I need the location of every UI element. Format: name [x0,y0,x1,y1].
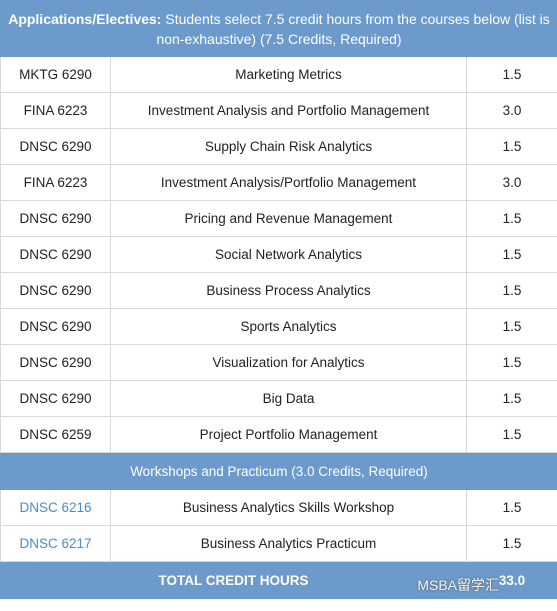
course-row: DNSC 6290 Big Data 1.5 [0,380,557,417]
course-code: FINA 6223 [0,164,111,201]
course-credits: 1.5 [466,344,557,381]
course-code: DNSC 6290 [0,272,111,309]
course-title: Business Analytics Practicum [110,525,467,562]
course-row: DNSC 6217 Business Analytics Practicum 1.5 [0,525,557,562]
course-row: MKTG 6290 Marketing Metrics 1.5 [0,56,557,93]
course-code: DNSC 6290 [0,128,111,165]
course-title: Project Portfolio Management [110,416,467,453]
course-credits: 1.5 [466,200,557,237]
course-credits: 1.5 [466,416,557,453]
course-code: DNSC 6290 [0,380,111,417]
total-row: TOTAL CREDIT HOURS 33.0 [0,561,557,599]
course-code: DNSC 6290 [0,344,111,381]
course-title: Pricing and Revenue Management [110,200,467,237]
section-title: Workshops and Practicum (3.0 Credits, Re… [0,452,557,490]
course-title: Sports Analytics [110,308,467,345]
course-credits: 1.5 [466,236,557,273]
section-row: Workshops and Practicum (3.0 Credits, Re… [0,452,557,490]
course-row: FINA 6223 Investment Analysis/Portfolio M… [0,164,557,201]
course-title: Business Process Analytics [110,272,467,309]
course-title: Investment Analysis and Portfolio Manage… [110,92,467,129]
course-row: DNSC 6290 Pricing and Revenue Management 1… [0,200,557,237]
course-code[interactable]: DNSC 6217 [0,525,111,562]
course-credits: 1.5 [466,272,557,309]
course-code: DNSC 6290 [0,308,111,345]
course-row: FINA 6223 Investment Analysis and Portfol… [0,92,557,129]
course-credits: 1.5 [466,380,557,417]
course-code: MKTG 6290 [0,56,111,93]
course-credits: 1.5 [466,489,557,526]
course-code: DNSC 6290 [0,200,111,237]
course-title: Marketing Metrics [110,56,467,93]
course-credits: 1.5 [466,308,557,345]
course-title: Supply Chain Risk Analytics [110,128,467,165]
course-title: Visualization for Analytics [110,344,467,381]
header-text: Students select 7.5 credit hours from th… [156,10,550,47]
course-credits: 1.5 [466,56,557,93]
course-row: DNSC 6290 Supply Chain Risk Analytics 1.5 [0,128,557,165]
course-title: Big Data [110,380,467,417]
header-cell: Applications/Electives: Students select … [0,0,557,57]
course-credits: 3.0 [466,164,557,201]
total-label: TOTAL CREDIT HOURS [0,561,467,599]
course-credits: 3.0 [466,92,557,129]
watermark: MSBA留学汇 [417,577,499,593]
course-code: FINA 6223 [0,92,111,129]
header-label: Applications/Electives: [8,10,162,27]
course-code: DNSC 6259 [0,416,111,453]
course-row: DNSC 6290 Sports Analytics 1.5 [0,308,557,345]
header-row: Applications/Electives: Students select … [0,0,557,57]
course-credits: 1.5 [466,525,557,562]
course-title: Social Network Analytics [110,236,467,273]
course-row: DNSC 6259 Project Portfolio Management 1.5 [0,416,557,453]
course-row: DNSC 6290 Visualization for Analytics 1.5 [0,344,557,381]
course-title: Investment Analysis/Portfolio Management [110,164,467,201]
course-row: DNSC 6290 Business Process Analytics 1.5 [0,272,557,309]
course-row: DNSC 6290 Social Network Analytics 1.5 [0,236,557,273]
course-code[interactable]: DNSC 6216 [0,489,111,526]
course-title: Business Analytics Skills Workshop [110,489,467,526]
course-row: DNSC 6216 Business Analytics Skills Works… [0,489,557,526]
course-code: DNSC 6290 [0,236,111,273]
course-credits: 1.5 [466,128,557,165]
